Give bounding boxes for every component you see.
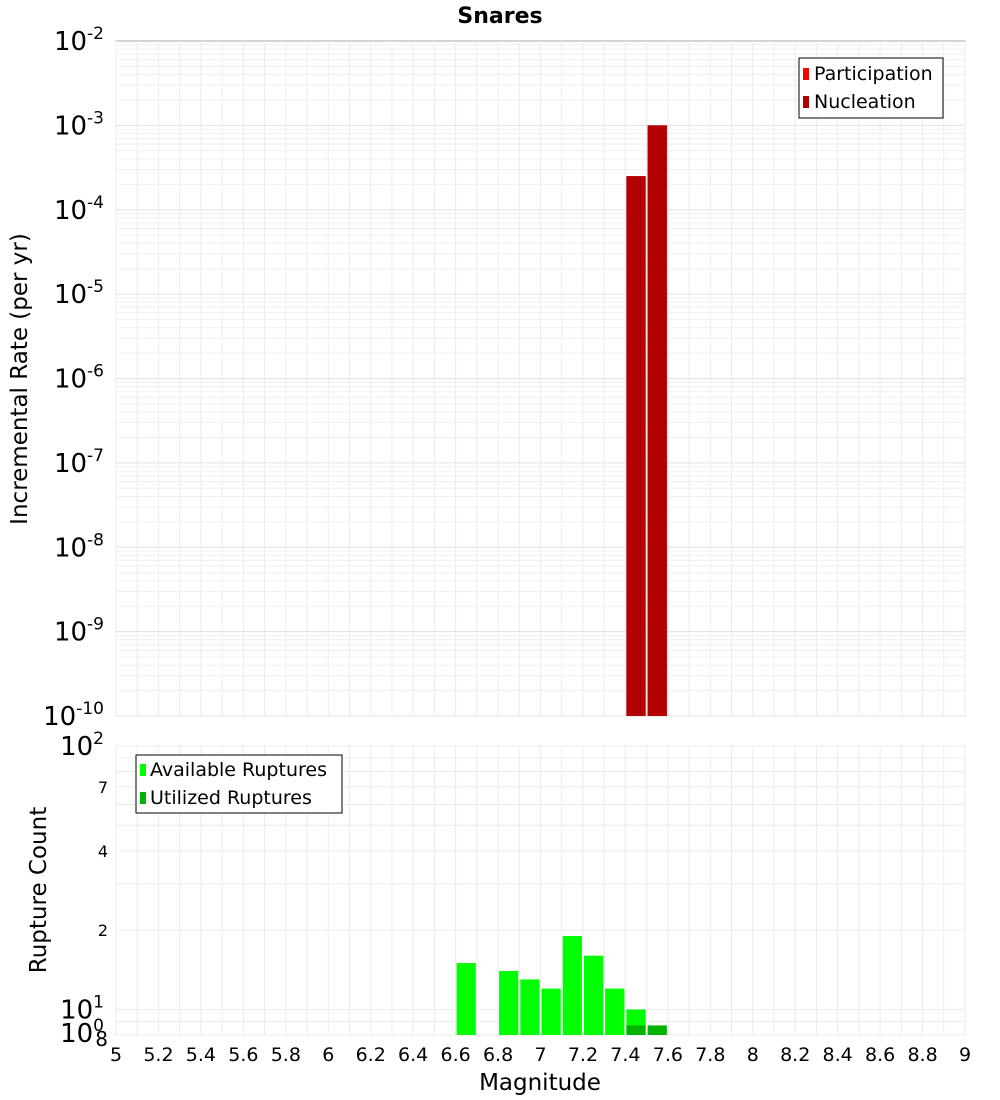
x-tick-label: 6.8	[483, 1044, 513, 1066]
bottom-y-major-label: 102	[60, 729, 104, 762]
top-y-tick-label: 10-4	[54, 193, 104, 226]
x-tick-label: 5.2	[143, 1044, 173, 1066]
bottom-bar-available-ruptures	[520, 979, 540, 1035]
top-legend: Participation Nucleation	[798, 57, 944, 119]
bottom-bar-available-ruptures	[562, 936, 582, 1035]
bottom-y-minor-label: 4	[98, 842, 108, 861]
x-tick-label: 9	[959, 1044, 971, 1066]
top-y-tick-label: 10-7	[54, 446, 104, 479]
bottom-bar-utilized-ruptures	[626, 1025, 646, 1035]
bottom-y-minor-label: 7	[98, 778, 108, 797]
top-y-tick-label: 10-8	[54, 530, 104, 563]
bottom-bar-available-ruptures	[541, 988, 561, 1035]
legend-swatch	[803, 68, 809, 80]
top-bar-nucleation	[647, 125, 667, 716]
bottom-bars	[456, 936, 667, 1035]
top-bars	[626, 125, 667, 716]
legend-label: Nucleation	[814, 91, 916, 113]
top-y-tick-label: 10-9	[54, 615, 104, 648]
legend-swatch	[140, 792, 146, 804]
top-y-tick-label: 10-6	[54, 362, 104, 395]
legend-label: Available Ruptures	[150, 759, 327, 781]
x-axis-label: Magnitude	[479, 1070, 601, 1096]
x-tick-labels: 5 5.2 5.4 5.6 5.8 6 6.2 6.4 6.6 6.8 7 7.2 7.4 7.6 7.8 8…	[110, 1044, 971, 1066]
top-y-tick-label: 10-5	[54, 277, 104, 310]
bottom-bar-available-ruptures	[499, 970, 519, 1035]
top-y-ticks: 10-10 10-9 10-8 10-7 10-6 10-5 10-4 10-3 10-2	[43, 24, 104, 732]
bottom-y-minor-label: 8	[95, 1027, 108, 1051]
legend-label: Participation	[814, 63, 933, 85]
legend-swatch	[803, 96, 809, 108]
x-tick-label: 5.6	[228, 1044, 258, 1066]
bottom-y-major-label: 100	[60, 1016, 104, 1049]
bottom-bar-available-ruptures	[583, 955, 604, 1035]
bottom-y-axis-label: Rupture Count	[26, 807, 52, 973]
top-panel: 10-10 10-9 10-8 10-7 10-6 10-5 10-4 10-3 10-2 In…	[7, 24, 966, 732]
top-legend-box	[798, 57, 944, 119]
bottom-y-minor-label: 2	[98, 921, 108, 940]
top-y-tick-label: 10-3	[54, 108, 104, 141]
x-tick-label: 6	[322, 1044, 334, 1066]
top-y-tick-label: 10-10	[43, 699, 104, 732]
legend-label: Utilized Ruptures	[150, 787, 312, 809]
x-tick-label: 6.6	[440, 1044, 470, 1066]
bottom-bar-available-ruptures	[456, 963, 476, 1035]
x-tick-label: 5	[110, 1044, 122, 1066]
bottom-legend-box	[135, 754, 343, 814]
top-y-tick-label: 10-2	[54, 24, 104, 57]
x-tick-label: 8	[747, 1044, 759, 1066]
x-tick-label: 7	[534, 1044, 546, 1066]
top-bar-nucleation	[626, 176, 646, 716]
x-tick-label: 5.8	[271, 1044, 301, 1066]
x-tick-label: 5.4	[186, 1044, 216, 1066]
x-tick-label: 8.6	[865, 1044, 895, 1066]
x-tick-label: 7.2	[568, 1044, 598, 1066]
x-tick-label: 6.4	[398, 1044, 428, 1066]
chart-title: Snares	[457, 4, 542, 29]
top-y-axis-label: Incremental Rate (per yr)	[7, 233, 33, 525]
x-tick-label: 7.8	[695, 1044, 725, 1066]
bottom-legend: Available Ruptures Utilized Ruptures	[135, 754, 343, 814]
legend-swatch	[140, 764, 146, 776]
top-grid	[115, 41, 966, 717]
bottom-bar-available-ruptures	[605, 988, 625, 1035]
x-tick-label: 8.4	[823, 1044, 853, 1066]
x-tick-label: 7.6	[653, 1044, 683, 1066]
bottom-y-major-label: 101	[60, 992, 104, 1025]
bottom-bar-utilized-ruptures	[647, 1025, 667, 1035]
x-tick-label: 7.4	[610, 1044, 640, 1066]
x-tick-label: 6.2	[356, 1044, 386, 1066]
x-tick-label: 8.8	[907, 1044, 937, 1066]
x-tick-label: 8.2	[780, 1044, 810, 1066]
